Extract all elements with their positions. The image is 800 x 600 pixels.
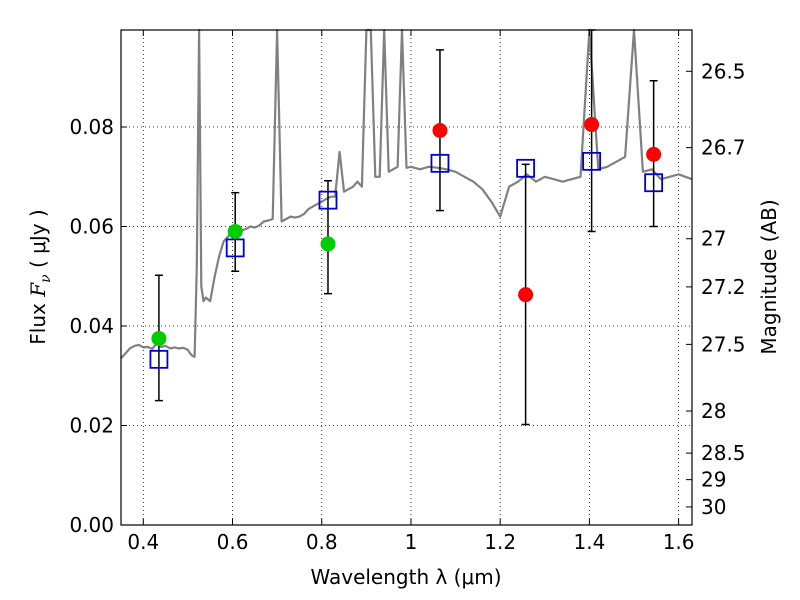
y-tick-label: 0.00: [69, 513, 114, 537]
x-tick-label: 0.8: [306, 530, 338, 554]
mag-tick-label: 27: [701, 227, 726, 251]
magnitude-axis-label: Magnitude (AB): [757, 199, 781, 354]
axis-ticks: 0.4 0.6 0.8 1 1.2 1.4 1.6 0.00 0.02 0.04 0.06 0.08 2…: [69, 30, 746, 554]
mag-tick-label: 28.5: [701, 441, 746, 465]
mag-tick-label: 30: [701, 495, 726, 519]
x-tick-label: 1.2: [484, 530, 516, 554]
model-photometry-point: [644, 173, 664, 193]
plot-frame: [120, 29, 693, 526]
x-tick-label: 1: [405, 530, 418, 554]
observed-flux-point: [227, 223, 243, 239]
model-photometry-point: [225, 238, 245, 258]
x-tick-label: 1.4: [573, 530, 605, 554]
x-axis-label: Wavelength λ (μm): [310, 565, 501, 589]
mag-tick-label: 26.5: [701, 59, 746, 83]
model-photometry-point: [318, 190, 338, 210]
observed-flux-point: [320, 236, 336, 252]
spectrum-layer: [120, 28, 693, 360]
x-tick-label: 0.4: [127, 530, 159, 554]
mag-tick-label: 27.5: [701, 332, 746, 356]
x-tick-label: 0.6: [217, 530, 249, 554]
mag-tick-label: 29: [701, 468, 726, 492]
observed-flux-point: [432, 122, 448, 138]
y-tick-label: 0.04: [69, 314, 114, 338]
model-photometry-point: [430, 153, 450, 173]
y-tick-label: 0.02: [69, 414, 114, 438]
mag-tick-label: 28: [701, 399, 726, 423]
model-photometry-point: [516, 158, 536, 178]
observed-flux-point: [151, 330, 167, 346]
model-photometry-point: [149, 349, 169, 369]
observed-flux-point: [518, 287, 534, 303]
spectrum-line: [120, 28, 693, 360]
marker-layer: [149, 117, 664, 369]
y-tick-label: 0.06: [69, 215, 114, 239]
y-axis-label: Flux Fν ( μJy ): [26, 209, 54, 344]
grid: [121, 30, 692, 525]
x-tick-label: 1.6: [663, 530, 695, 554]
mag-tick-label: 26.7: [701, 136, 746, 160]
model-photometry-point: [582, 151, 602, 171]
observed-flux-point: [584, 117, 600, 133]
observed-flux-point: [646, 146, 662, 162]
mag-tick-label: 27.2: [701, 275, 746, 299]
y-tick-label: 0.08: [69, 115, 114, 139]
